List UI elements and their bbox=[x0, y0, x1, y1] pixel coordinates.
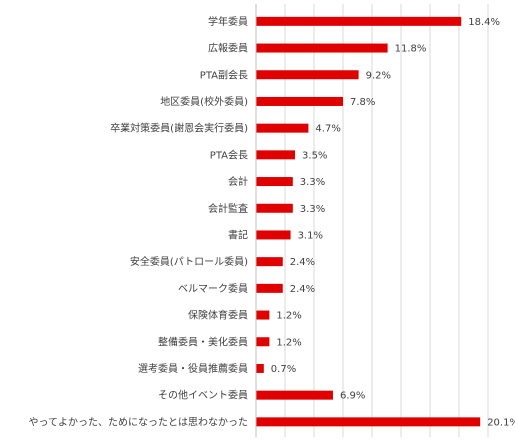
bar bbox=[256, 16, 462, 26]
category-label: 選考委員・役員推薦委員 bbox=[138, 362, 248, 375]
value-label: 18.4% bbox=[468, 17, 500, 28]
bar bbox=[256, 363, 264, 373]
value-label: 2.4% bbox=[290, 284, 315, 295]
category-label: 安全委員(パトロール委員) bbox=[130, 255, 248, 268]
bar bbox=[256, 123, 309, 133]
value-label: 1.2% bbox=[276, 337, 301, 348]
category-label: その他イベント委員 bbox=[158, 389, 248, 402]
value-label: 3.1% bbox=[298, 230, 323, 241]
bar bbox=[256, 203, 293, 213]
value-label: 3.3% bbox=[300, 204, 325, 215]
value-labels: 18.4% 11.8% 9.2% 7.8% 4.7% 3.5% 3.3% 3.3% 3.1% 2.… bbox=[271, 17, 515, 429]
category-label: PTA会長 bbox=[210, 148, 248, 161]
value-label: 2.4% bbox=[290, 257, 315, 268]
bar bbox=[256, 43, 388, 53]
category-label: PTA副会長 bbox=[200, 68, 248, 81]
value-label: 20.1% bbox=[487, 417, 515, 428]
bar bbox=[256, 96, 343, 106]
bar bbox=[256, 230, 291, 240]
value-label: 1.2% bbox=[276, 311, 301, 322]
bar bbox=[256, 310, 270, 320]
bar bbox=[256, 390, 333, 400]
category-label: 地区委員(校外委員) bbox=[160, 95, 248, 108]
bar bbox=[256, 70, 359, 80]
category-label: ベルマーク委員 bbox=[178, 282, 248, 295]
category-label: 会計監査 bbox=[208, 202, 248, 215]
bars bbox=[256, 16, 481, 427]
category-label: 卒業対策委員(謝恩会実行委員) bbox=[110, 122, 248, 135]
bar bbox=[256, 283, 283, 293]
category-label: 書記 bbox=[228, 228, 248, 241]
bar bbox=[256, 337, 270, 347]
value-label: 11.8% bbox=[395, 44, 427, 55]
value-label: 3.3% bbox=[300, 177, 325, 188]
value-label: 0.7% bbox=[271, 364, 296, 375]
category-label: 広報委員 bbox=[208, 42, 248, 55]
bar bbox=[256, 257, 283, 267]
category-label: 学年委員 bbox=[208, 15, 248, 28]
value-label: 4.7% bbox=[315, 124, 340, 135]
category-label: 保険体育委員 bbox=[188, 309, 248, 322]
value-label: 7.8% bbox=[350, 97, 375, 108]
value-label: 6.9% bbox=[340, 391, 365, 402]
bar bbox=[256, 177, 293, 187]
bar bbox=[256, 417, 481, 427]
category-label: やってよかった、ためになったとは思わなかった bbox=[29, 416, 249, 428]
gridlines bbox=[284, 4, 489, 438]
category-label: 会計 bbox=[228, 175, 248, 188]
value-label: 3.5% bbox=[302, 150, 327, 161]
value-label: 9.2% bbox=[366, 70, 391, 81]
bar bbox=[256, 150, 296, 160]
category-label: 整備委員・美化委員 bbox=[158, 335, 248, 348]
